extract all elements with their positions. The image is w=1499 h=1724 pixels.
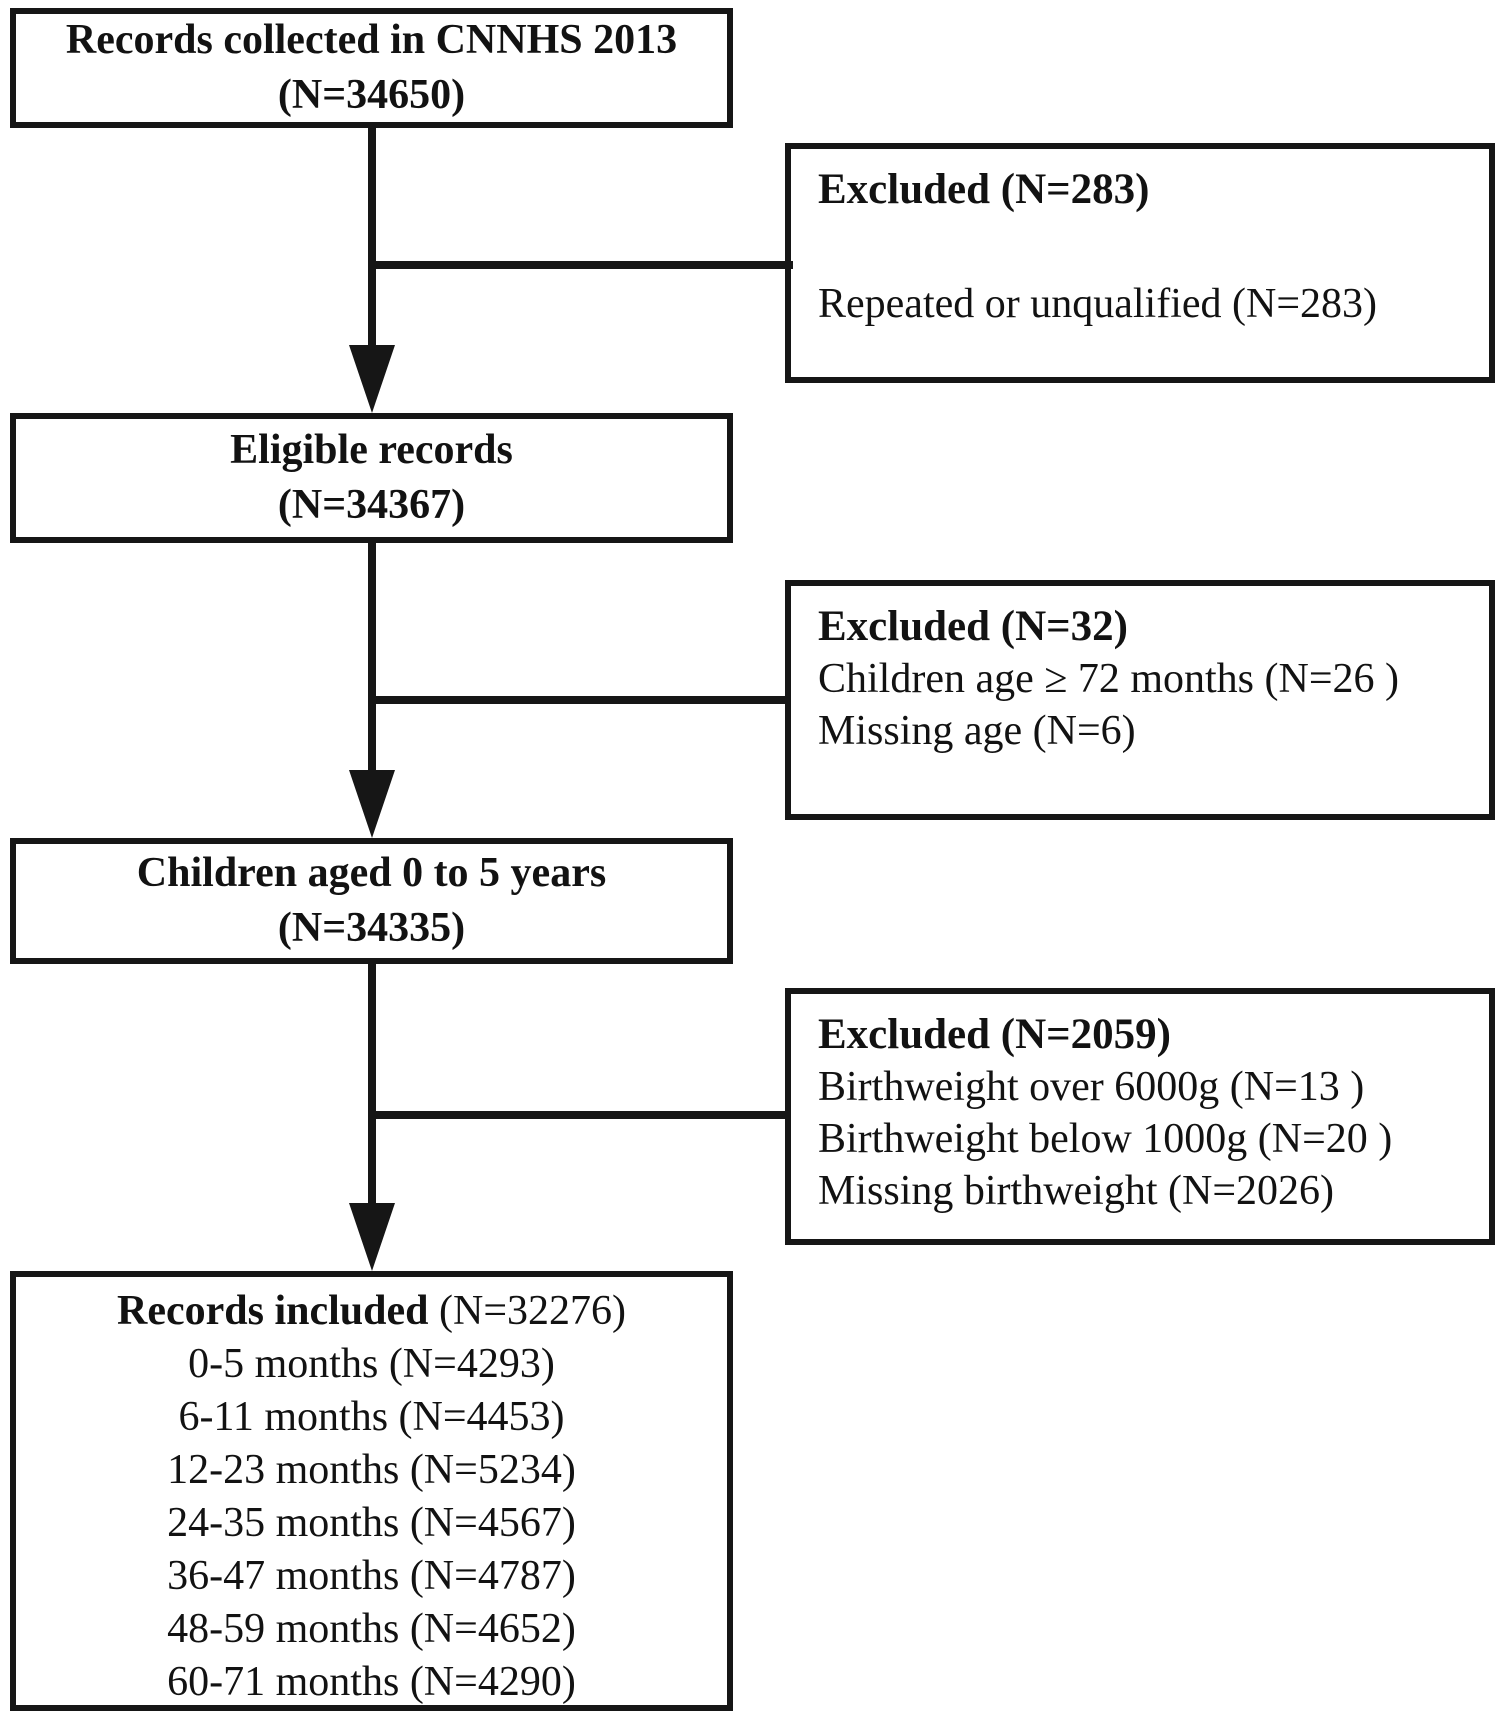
records-included-box: Records included (N=32276) 0-5 months (N…: [10, 1271, 733, 1711]
included-row: 12-23 months (N=5234): [167, 1447, 576, 1493]
exclusion-box-birthweight: Excluded (N=2059) Birthweight over 6000g…: [785, 988, 1495, 1245]
box-n-line: (N=34650): [277, 72, 466, 118]
box-title-line: Children aged 0 to 5 years: [136, 849, 607, 896]
arrow-down-icon: [349, 1203, 395, 1271]
eligible-records-box: Eligible records (N=34367): [10, 413, 733, 543]
exclusion-title: Excluded (N=32): [818, 603, 1128, 650]
connector-line-2: [368, 540, 376, 782]
age-filtered-box: Children aged 0 to 5 years (N=34335): [10, 838, 733, 964]
exclusion-item: Birthweight over 6000g (N=13 ): [818, 1064, 1365, 1110]
included-row: 36-47 months (N=4787): [167, 1553, 576, 1599]
source-records-box: Records collected in CNNHS 2013 (N=34650…: [10, 8, 733, 128]
included-row: 60-71 months (N=4290): [167, 1659, 576, 1705]
exclusion-title: Excluded (N=2059): [818, 1011, 1171, 1058]
arrow-down-icon: [349, 770, 395, 838]
included-row: 24-35 months (N=4567): [167, 1500, 576, 1546]
exclusion-box-repeated: Excluded (N=283) Repeated or unqualified…: [785, 143, 1495, 383]
box-n-line: (N=34367): [277, 482, 466, 528]
included-title-n: (N=32276): [428, 1288, 626, 1334]
box-title-line: Eligible records: [230, 426, 513, 473]
exclusion-item: Children age ≥ 72 months (N=26 ): [818, 656, 1399, 702]
exclusion-title: Excluded (N=283): [818, 166, 1150, 213]
arrow-down-icon: [349, 345, 395, 413]
box-title-line: Records collected in CNNHS 2013: [65, 16, 678, 63]
included-title: Records included (N=32276): [16, 1285, 727, 1338]
included-row: 6-11 months (N=4453): [178, 1394, 565, 1440]
exclusion-item: Missing birthweight (N=2026): [818, 1168, 1334, 1214]
connector-line-3: [368, 960, 376, 1215]
connector-line-1: [368, 125, 376, 357]
exclusion-item: Missing age (N=6): [818, 708, 1136, 754]
branch-line-2: [372, 696, 785, 704]
included-row: 48-59 months (N=4652): [167, 1606, 576, 1652]
branch-line-3: [372, 1111, 785, 1119]
branch-line-1: [372, 261, 793, 269]
included-row: 0-5 months (N=4293): [188, 1341, 555, 1387]
exclusion-item: Birthweight below 1000g (N=20 ): [818, 1116, 1393, 1162]
exclusion-item: Repeated or unqualified (N=283): [818, 281, 1378, 327]
exclusion-box-age: Excluded (N=32) Children age ≥ 72 months…: [785, 580, 1495, 820]
included-title-bold: Records included: [116, 1288, 429, 1334]
box-n-line: (N=34335): [277, 905, 466, 951]
